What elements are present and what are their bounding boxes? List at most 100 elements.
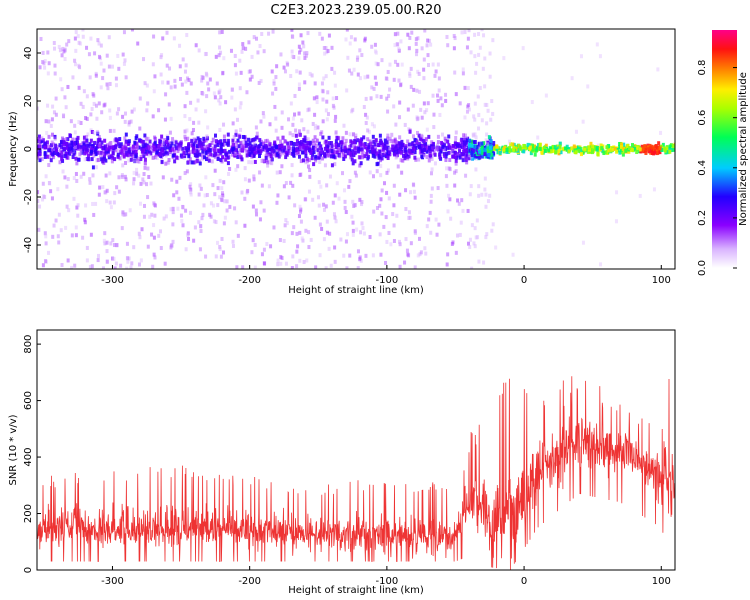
spectrogram-cell bbox=[232, 135, 236, 140]
spectrogram-cell bbox=[274, 116, 278, 121]
spectrogram-cell bbox=[518, 145, 522, 150]
spectrogram-cell bbox=[368, 170, 372, 175]
spectrogram-cell bbox=[427, 217, 431, 222]
spectrogram-cell bbox=[453, 70, 457, 75]
spectrogram-cell bbox=[385, 239, 389, 244]
spectrogram-cell bbox=[47, 154, 51, 159]
colorbar-gradient bbox=[712, 30, 737, 268]
spectrogram-cell bbox=[375, 206, 379, 211]
spectrogram-cell bbox=[136, 41, 140, 46]
spectrogram-cell bbox=[291, 183, 295, 188]
spectrogram-cell bbox=[127, 158, 131, 163]
spectrogram-cell bbox=[282, 184, 286, 189]
spectrogram-cell bbox=[92, 130, 96, 135]
spectrogram-cell bbox=[453, 155, 457, 160]
spectrogram-cell bbox=[56, 144, 60, 149]
spectrogram-cell bbox=[391, 144, 395, 149]
spectrogram-cell bbox=[188, 150, 192, 155]
spectrogram-cell bbox=[130, 109, 134, 114]
spectrogram-cell bbox=[230, 87, 234, 92]
spectrogram-cell bbox=[151, 62, 155, 67]
spectrogram-cell bbox=[216, 203, 220, 208]
spectrogram-cell bbox=[121, 52, 125, 57]
spectrogram-cell bbox=[244, 46, 248, 51]
spectrogram-cell bbox=[373, 75, 377, 80]
spectrogram-cell bbox=[65, 155, 69, 160]
spectrogram-cell bbox=[473, 244, 477, 249]
spectrogram-cell bbox=[313, 135, 317, 140]
spectrogram-cell bbox=[258, 170, 262, 175]
spectrogram-cell bbox=[83, 138, 87, 143]
spectrogram-cell bbox=[166, 80, 170, 85]
spectrogram-cell bbox=[161, 141, 165, 146]
spectrogram-cell bbox=[392, 183, 396, 188]
spectrogram-cell bbox=[485, 232, 489, 237]
spectrogram-cell bbox=[148, 139, 152, 144]
spectrogram-cell bbox=[140, 139, 144, 144]
spectrogram-cell bbox=[58, 148, 62, 153]
spectrogram-cell bbox=[350, 157, 354, 162]
spectrogram-cell bbox=[438, 152, 442, 157]
spectrogram-cell bbox=[120, 147, 124, 152]
spectrogram-cell bbox=[333, 215, 337, 220]
spectrogram-cell bbox=[332, 212, 336, 217]
spectrogram-cell bbox=[574, 129, 578, 134]
spectrogram-cell bbox=[411, 182, 415, 187]
spectrogram-cell bbox=[434, 217, 438, 222]
spectrogram-cell bbox=[179, 213, 183, 218]
spectrogram-cell bbox=[132, 156, 136, 161]
spectrogram-cell bbox=[239, 101, 243, 106]
spectrogram-cell bbox=[52, 151, 56, 156]
spectrogram-cell bbox=[107, 153, 111, 158]
spectrogram-cell bbox=[73, 263, 77, 268]
spectrogram-cell bbox=[256, 50, 260, 55]
snr-x-tick-label: -100 bbox=[376, 576, 399, 587]
spectrogram-cell bbox=[257, 144, 261, 149]
spectrogram-cell bbox=[366, 137, 370, 142]
spectrogram-cell bbox=[460, 145, 464, 150]
spectrogram-cell bbox=[340, 140, 344, 145]
spectrogram-cell bbox=[378, 133, 382, 138]
spectrogram-cell bbox=[321, 97, 325, 102]
spectrogram-cell bbox=[90, 264, 94, 269]
spectrogram-cell bbox=[486, 108, 490, 113]
spectrogram-cell bbox=[451, 154, 455, 159]
spectrogram-cell bbox=[264, 145, 268, 150]
spectrogram-cell bbox=[461, 152, 465, 157]
spectrogram-cell bbox=[420, 133, 424, 138]
spectrogram-cell bbox=[304, 150, 308, 155]
spectrogram-cell bbox=[138, 235, 142, 240]
spectrogram-cell bbox=[385, 96, 389, 101]
spectrogram-cell bbox=[111, 145, 115, 150]
spectrogram-cell bbox=[226, 132, 230, 137]
spectrogram-cell bbox=[344, 149, 348, 154]
spectrogram-cell bbox=[220, 191, 224, 196]
spectrogram-cell bbox=[226, 161, 230, 166]
spectrogram-cell bbox=[185, 169, 189, 174]
spectrogram-cell bbox=[330, 66, 334, 71]
spectrogram-cell bbox=[166, 160, 170, 165]
spectrogram-cell bbox=[521, 46, 525, 51]
spectrogram-cell bbox=[170, 177, 174, 182]
spectrogram-cell bbox=[147, 174, 151, 179]
spectrogram-cell bbox=[292, 142, 296, 147]
spectrogram-cell bbox=[215, 81, 219, 86]
spectrogram-cell bbox=[60, 53, 64, 58]
spectrogram-cell bbox=[319, 152, 323, 157]
spectrogram-cell bbox=[164, 92, 168, 97]
spectrogram-cell bbox=[210, 159, 214, 164]
spectrogram-cell bbox=[104, 158, 108, 163]
spectrogram-cell bbox=[313, 81, 317, 86]
spectrogram-cell bbox=[344, 138, 348, 143]
spectrogram-cell bbox=[148, 214, 152, 219]
spectrogram-cell bbox=[175, 146, 179, 151]
spectrogram-cell bbox=[275, 170, 279, 175]
spectrogram-cell bbox=[294, 133, 298, 138]
spectrogram-cell bbox=[161, 80, 165, 85]
spectrogram-cell bbox=[142, 180, 146, 185]
spectrogram-cell bbox=[61, 113, 65, 118]
spectrogram-cell bbox=[159, 139, 163, 144]
spectrogram-cell bbox=[63, 95, 67, 100]
spectrogram-cell bbox=[52, 110, 56, 115]
